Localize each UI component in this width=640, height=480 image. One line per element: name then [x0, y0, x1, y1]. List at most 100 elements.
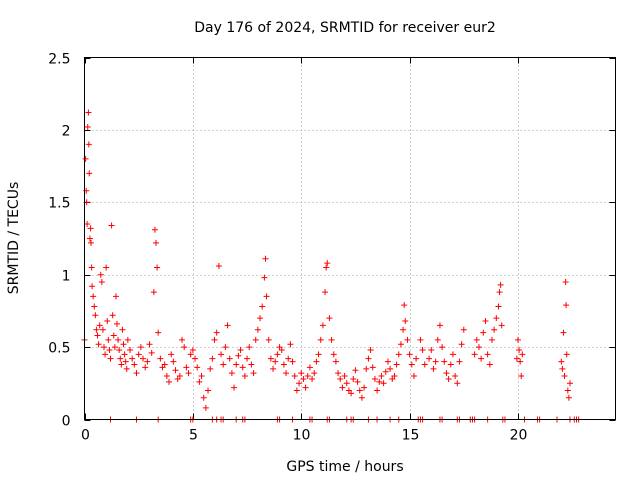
data-point	[88, 239, 95, 246]
data-point	[348, 390, 355, 397]
data-point	[517, 358, 524, 365]
data-point	[563, 351, 570, 358]
data-point	[400, 326, 407, 333]
data-point	[369, 364, 376, 371]
x-tick-label: 0	[81, 428, 90, 444]
data-point	[118, 361, 125, 368]
data-point	[311, 370, 318, 377]
data-point	[120, 341, 127, 348]
y-tick-label: 1.5	[48, 196, 70, 212]
data-point	[163, 373, 170, 380]
data-point	[90, 293, 97, 300]
data-point	[104, 318, 111, 325]
data-point	[482, 318, 489, 325]
data-point	[408, 361, 415, 368]
data-point	[239, 364, 246, 371]
y-tick-label: 0.5	[48, 341, 70, 357]
data-point	[127, 346, 134, 353]
data-point	[181, 344, 188, 351]
data-point	[166, 378, 173, 385]
data-point	[112, 293, 119, 300]
data-point	[402, 318, 409, 325]
data-point	[445, 375, 452, 382]
data-point	[183, 364, 190, 371]
axis-ticks: 0 5 10 15 20 0 0.5 1 1.5 2 2.5	[48, 52, 616, 444]
data-point	[328, 336, 335, 343]
data-point	[454, 380, 461, 387]
data-point	[496, 289, 503, 296]
x-axis-label: GPS time / hours	[286, 459, 403, 475]
data-point	[561, 373, 568, 380]
data-point	[300, 375, 307, 382]
y-tick-label: 2.5	[48, 52, 70, 68]
grid	[84, 57, 616, 420]
data-point	[88, 264, 95, 271]
data-point	[319, 322, 326, 329]
data-point	[252, 336, 259, 343]
data-point	[265, 336, 272, 343]
data-point	[358, 394, 365, 401]
data-point	[361, 384, 368, 391]
data-point	[110, 332, 117, 339]
data-point	[137, 344, 144, 351]
data-point	[460, 326, 467, 333]
data-point	[421, 361, 428, 368]
data-point	[441, 358, 448, 365]
data-point	[233, 361, 240, 368]
data-point	[324, 260, 331, 267]
data-point	[313, 358, 320, 365]
data-point	[335, 370, 342, 377]
data-point	[432, 358, 439, 365]
data-point	[209, 355, 216, 362]
data-point	[91, 303, 98, 310]
data-point	[289, 358, 296, 365]
data-point	[194, 364, 201, 371]
data-point	[516, 346, 523, 353]
y-tick-label: 0	[62, 414, 71, 430]
data-point	[250, 370, 257, 377]
data-point	[404, 336, 411, 343]
data-point	[172, 367, 179, 374]
data-point	[157, 355, 164, 362]
data-point	[406, 351, 413, 358]
data-point	[261, 274, 268, 281]
data-point	[343, 380, 350, 387]
data-point	[106, 346, 113, 353]
data-point	[291, 373, 298, 380]
data-point	[397, 341, 404, 348]
data-point	[89, 283, 96, 290]
data-point	[161, 361, 168, 368]
data-point	[339, 384, 346, 391]
data-point	[491, 326, 498, 333]
data-point	[124, 336, 131, 343]
data-point	[278, 346, 285, 353]
data-point	[558, 358, 565, 365]
data-point	[148, 349, 155, 356]
data-point	[326, 315, 333, 322]
data-point	[215, 263, 222, 270]
data-point	[114, 320, 121, 327]
data-point	[224, 322, 231, 329]
data-point	[96, 322, 103, 329]
data-point	[439, 344, 446, 351]
data-point	[498, 322, 505, 329]
data-point	[116, 346, 123, 353]
data-point	[87, 225, 94, 232]
data-point	[513, 355, 520, 362]
data-point	[86, 170, 93, 177]
data-point	[254, 326, 261, 333]
data-point	[430, 365, 437, 372]
data-point	[559, 365, 566, 372]
data-point	[185, 370, 192, 377]
data-point	[391, 373, 398, 380]
data-point	[151, 226, 158, 233]
data-point	[298, 370, 305, 377]
chart-title: Day 176 of 2024, SRMTID for receiver eur…	[194, 20, 496, 36]
data-point	[122, 358, 129, 365]
data-point	[283, 370, 290, 377]
data-point	[452, 373, 459, 380]
data-point	[119, 326, 126, 333]
data-point	[354, 378, 361, 385]
data-point	[493, 315, 500, 322]
data-point	[176, 373, 183, 380]
